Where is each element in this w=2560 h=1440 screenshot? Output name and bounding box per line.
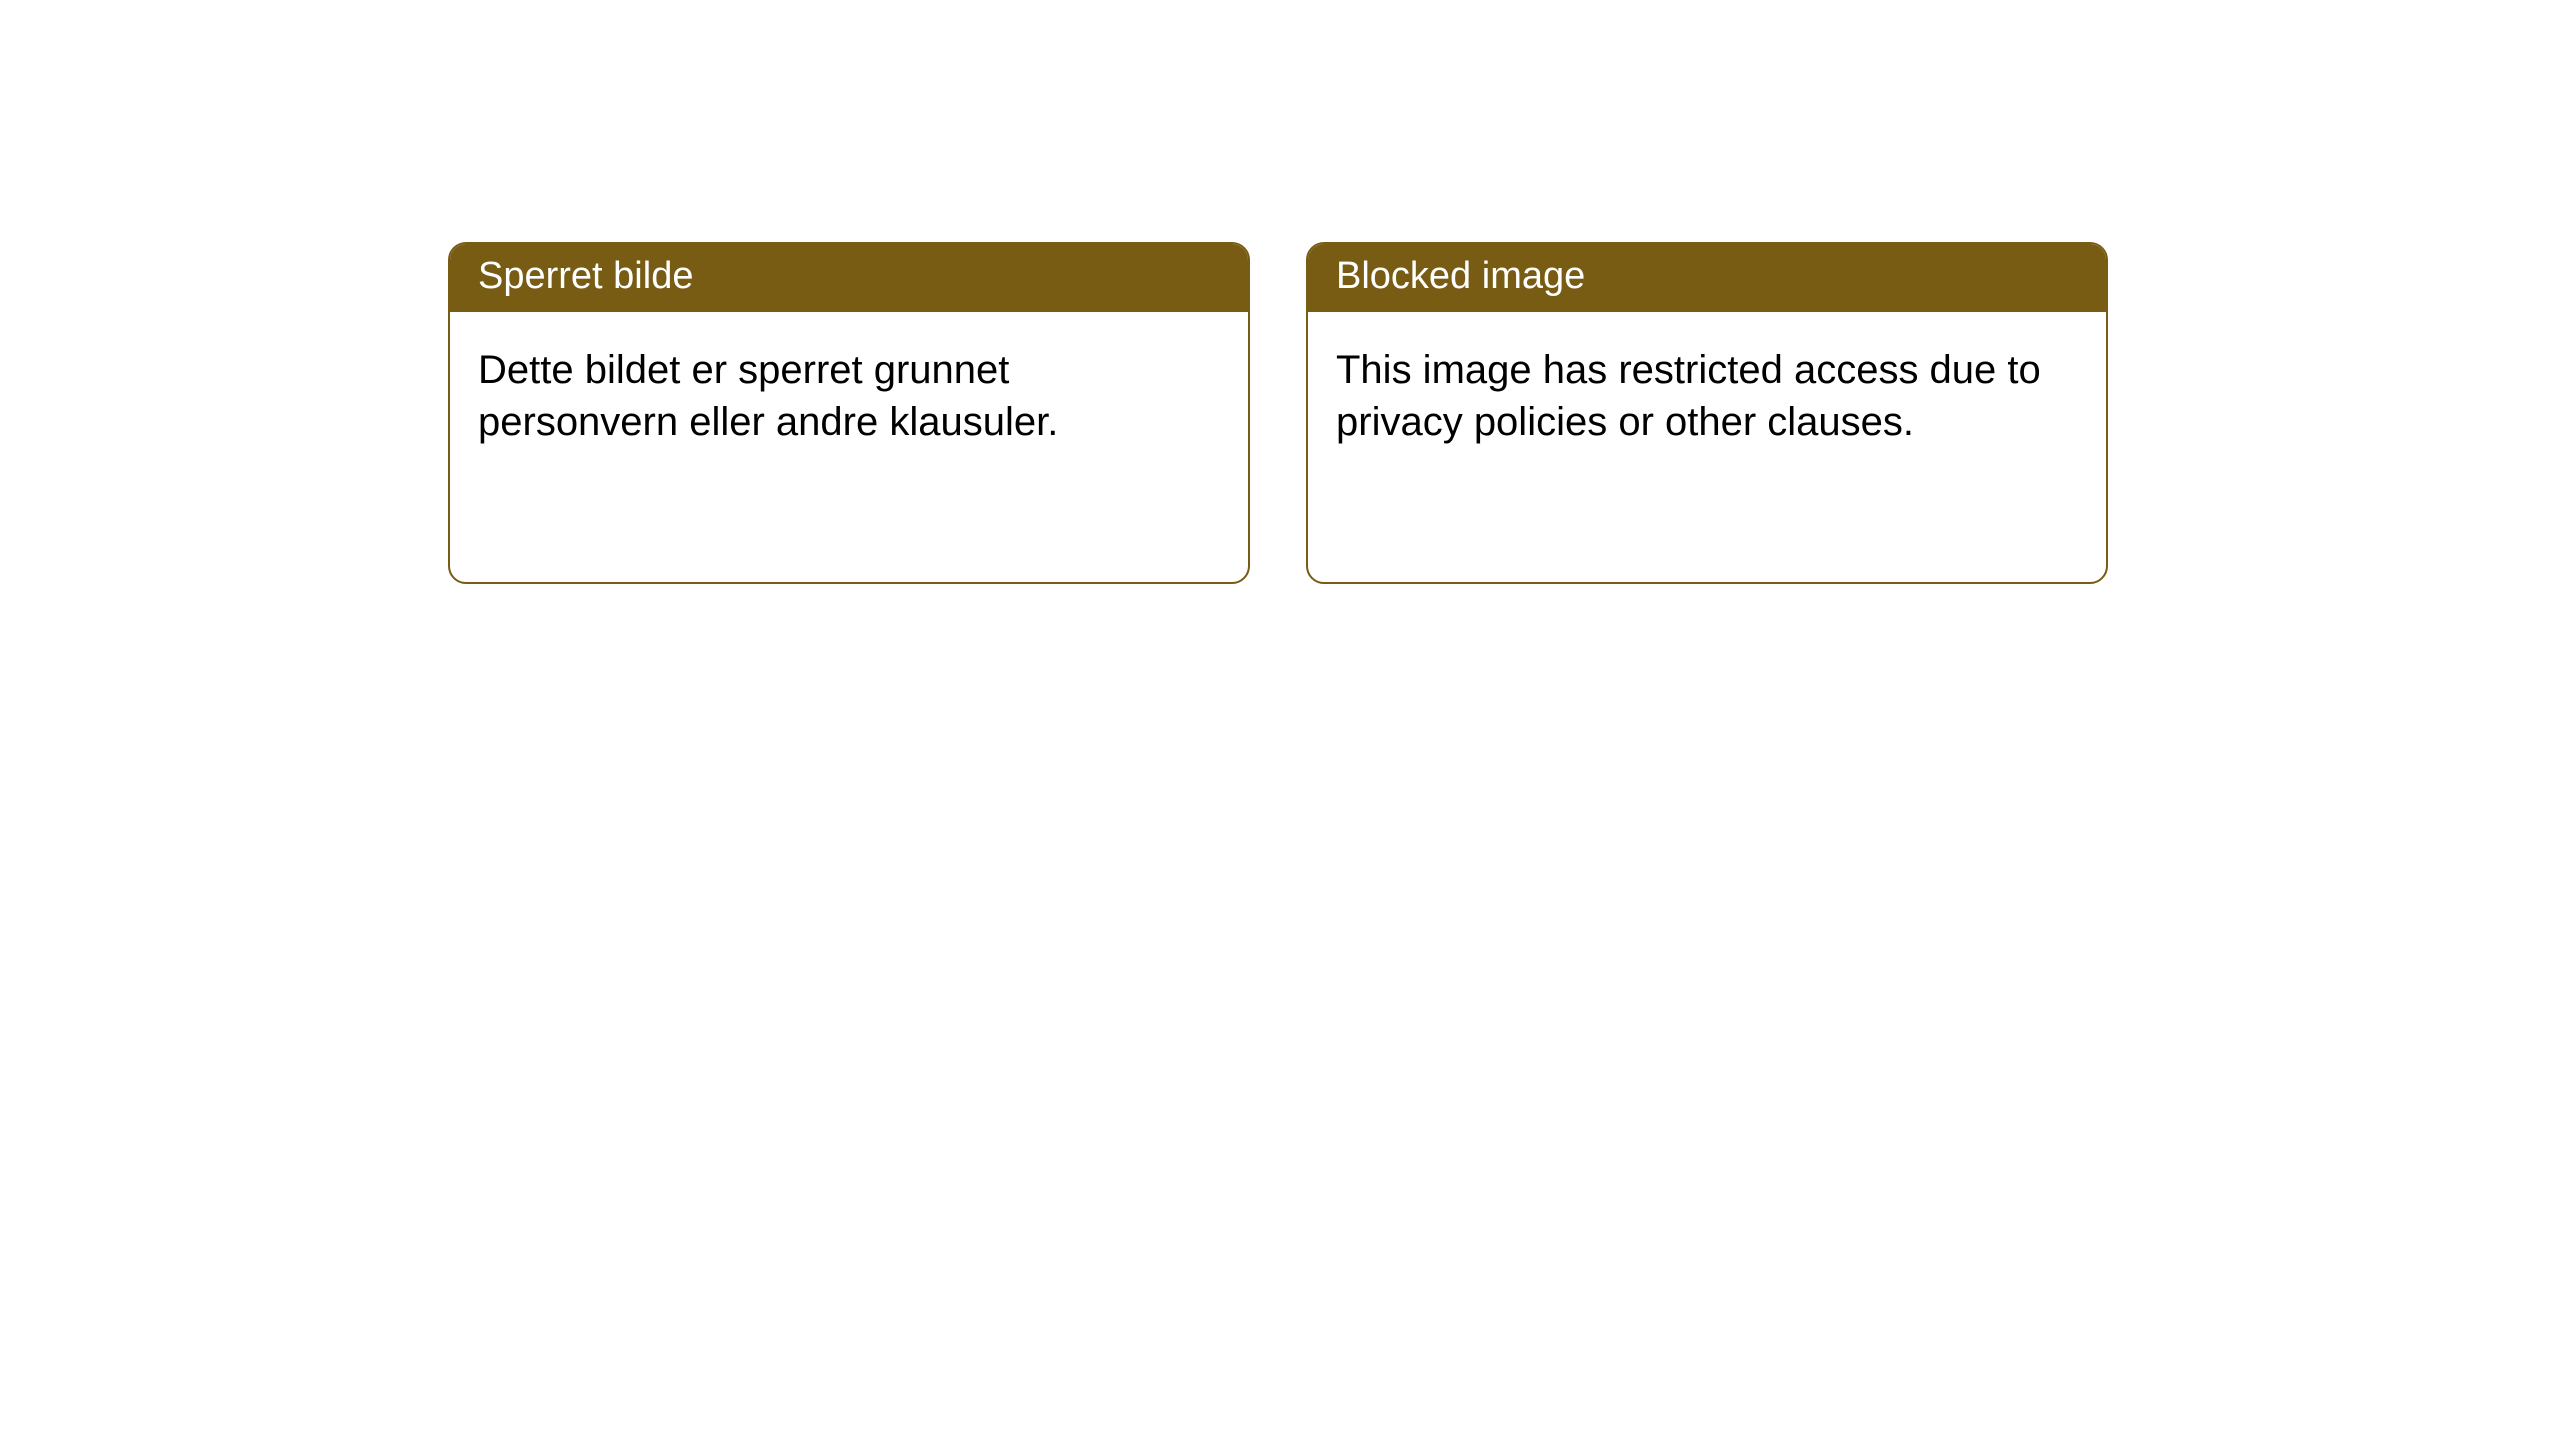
notice-card-body: This image has restricted access due to … bbox=[1308, 312, 2106, 582]
notice-card-body: Dette bildet er sperret grunnet personve… bbox=[450, 312, 1248, 582]
notice-card-title: Blocked image bbox=[1336, 255, 1585, 297]
notice-card-english: Blocked image This image has restricted … bbox=[1306, 242, 2108, 584]
notice-card-header: Blocked image bbox=[1308, 244, 2106, 312]
notice-card-header: Sperret bilde bbox=[450, 244, 1248, 312]
notice-card-title: Sperret bilde bbox=[478, 255, 693, 297]
notice-card-message: Dette bildet er sperret grunnet personve… bbox=[478, 348, 1058, 444]
notice-card-message: This image has restricted access due to … bbox=[1336, 348, 2041, 444]
notice-card-norwegian: Sperret bilde Dette bildet er sperret gr… bbox=[448, 242, 1250, 584]
notice-card-container: Sperret bilde Dette bildet er sperret gr… bbox=[448, 242, 2560, 584]
